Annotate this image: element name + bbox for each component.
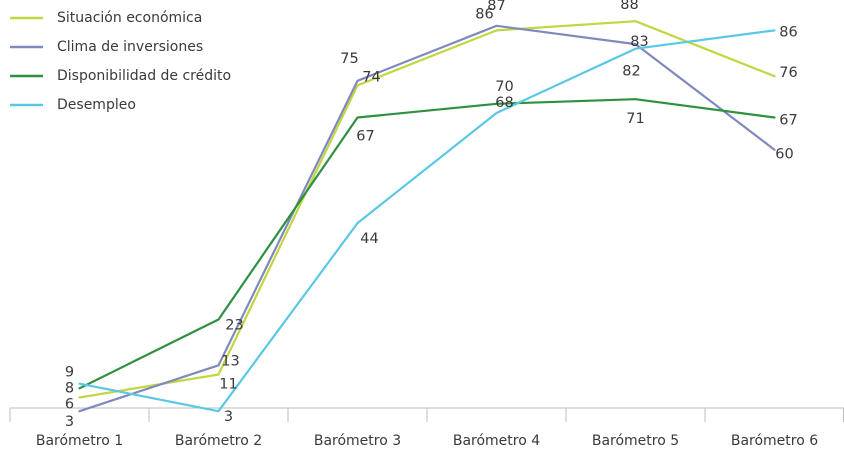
data-label: 13 — [221, 353, 239, 369]
legend-label: Situación económica — [57, 10, 202, 26]
legend-item-clima-de-inversiones: Clima de inversiones — [10, 39, 203, 55]
x-axis: Barómetro 1 Barómetro 2 Barómetro 3 Barómet… — [9, 407, 844, 449]
data-label: 23 — [225, 317, 243, 333]
data-label: 67 — [779, 113, 797, 129]
data-label: 44 — [360, 231, 378, 247]
data-label: 3 — [224, 409, 233, 425]
legend-label: Disponibilidad de crédito — [57, 68, 231, 84]
data-label: 68 — [495, 95, 513, 111]
x-tick-label: Barómetro 3 — [314, 433, 401, 449]
data-label: 82 — [622, 64, 640, 80]
data-label: 75 — [340, 51, 358, 67]
data-label: 6 — [65, 396, 74, 412]
data-label: 76 — [779, 65, 797, 81]
data-label: 11 — [219, 377, 237, 393]
data-label: 74 — [362, 69, 380, 85]
legend-item-situacion-economica: Situación económica — [10, 10, 202, 26]
legend: Situación económica Clima de inversiones D… — [10, 10, 231, 113]
data-label: 67 — [356, 129, 374, 145]
series-line-desempleo — [78, 29, 776, 413]
x-tick-label: Barómetro 1 — [36, 433, 123, 449]
data-label: 9 — [65, 365, 74, 381]
data-label: 87 — [487, 0, 505, 14]
data-label: 71 — [626, 111, 644, 127]
series-line-situacion-economica — [78, 20, 776, 399]
legend-label: Desempleo — [57, 97, 136, 113]
data-labels: 6 11 74 86 88 76 3 13 75 87 83 60 8 23 67 70 71 67 9 3 44 68 8… — [65, 0, 798, 430]
series-lines — [78, 20, 776, 413]
data-label: 88 — [620, 0, 638, 13]
data-label: 86 — [475, 6, 493, 22]
series-line-clima-de-inversiones — [78, 24, 776, 413]
series-line-disponibilidad-de-credito — [78, 98, 776, 390]
data-label: 3 — [65, 414, 74, 430]
legend-item-desempleo: Desempleo — [10, 97, 136, 113]
x-tick-label: Barómetro 4 — [453, 433, 540, 449]
legend-item-disponibilidad-de-credito: Disponibilidad de crédito — [10, 68, 231, 84]
x-tick-label: Barómetro 5 — [592, 433, 679, 449]
x-tick-label: Barómetro 6 — [731, 433, 818, 449]
data-label: 8 — [65, 380, 74, 396]
data-label: 86 — [779, 24, 797, 40]
data-label: 70 — [495, 79, 513, 95]
x-tick-label: Barómetro 2 — [175, 433, 262, 449]
data-label: 83 — [630, 34, 648, 50]
data-label: 60 — [775, 147, 793, 163]
legend-label: Clima de inversiones — [57, 39, 203, 55]
